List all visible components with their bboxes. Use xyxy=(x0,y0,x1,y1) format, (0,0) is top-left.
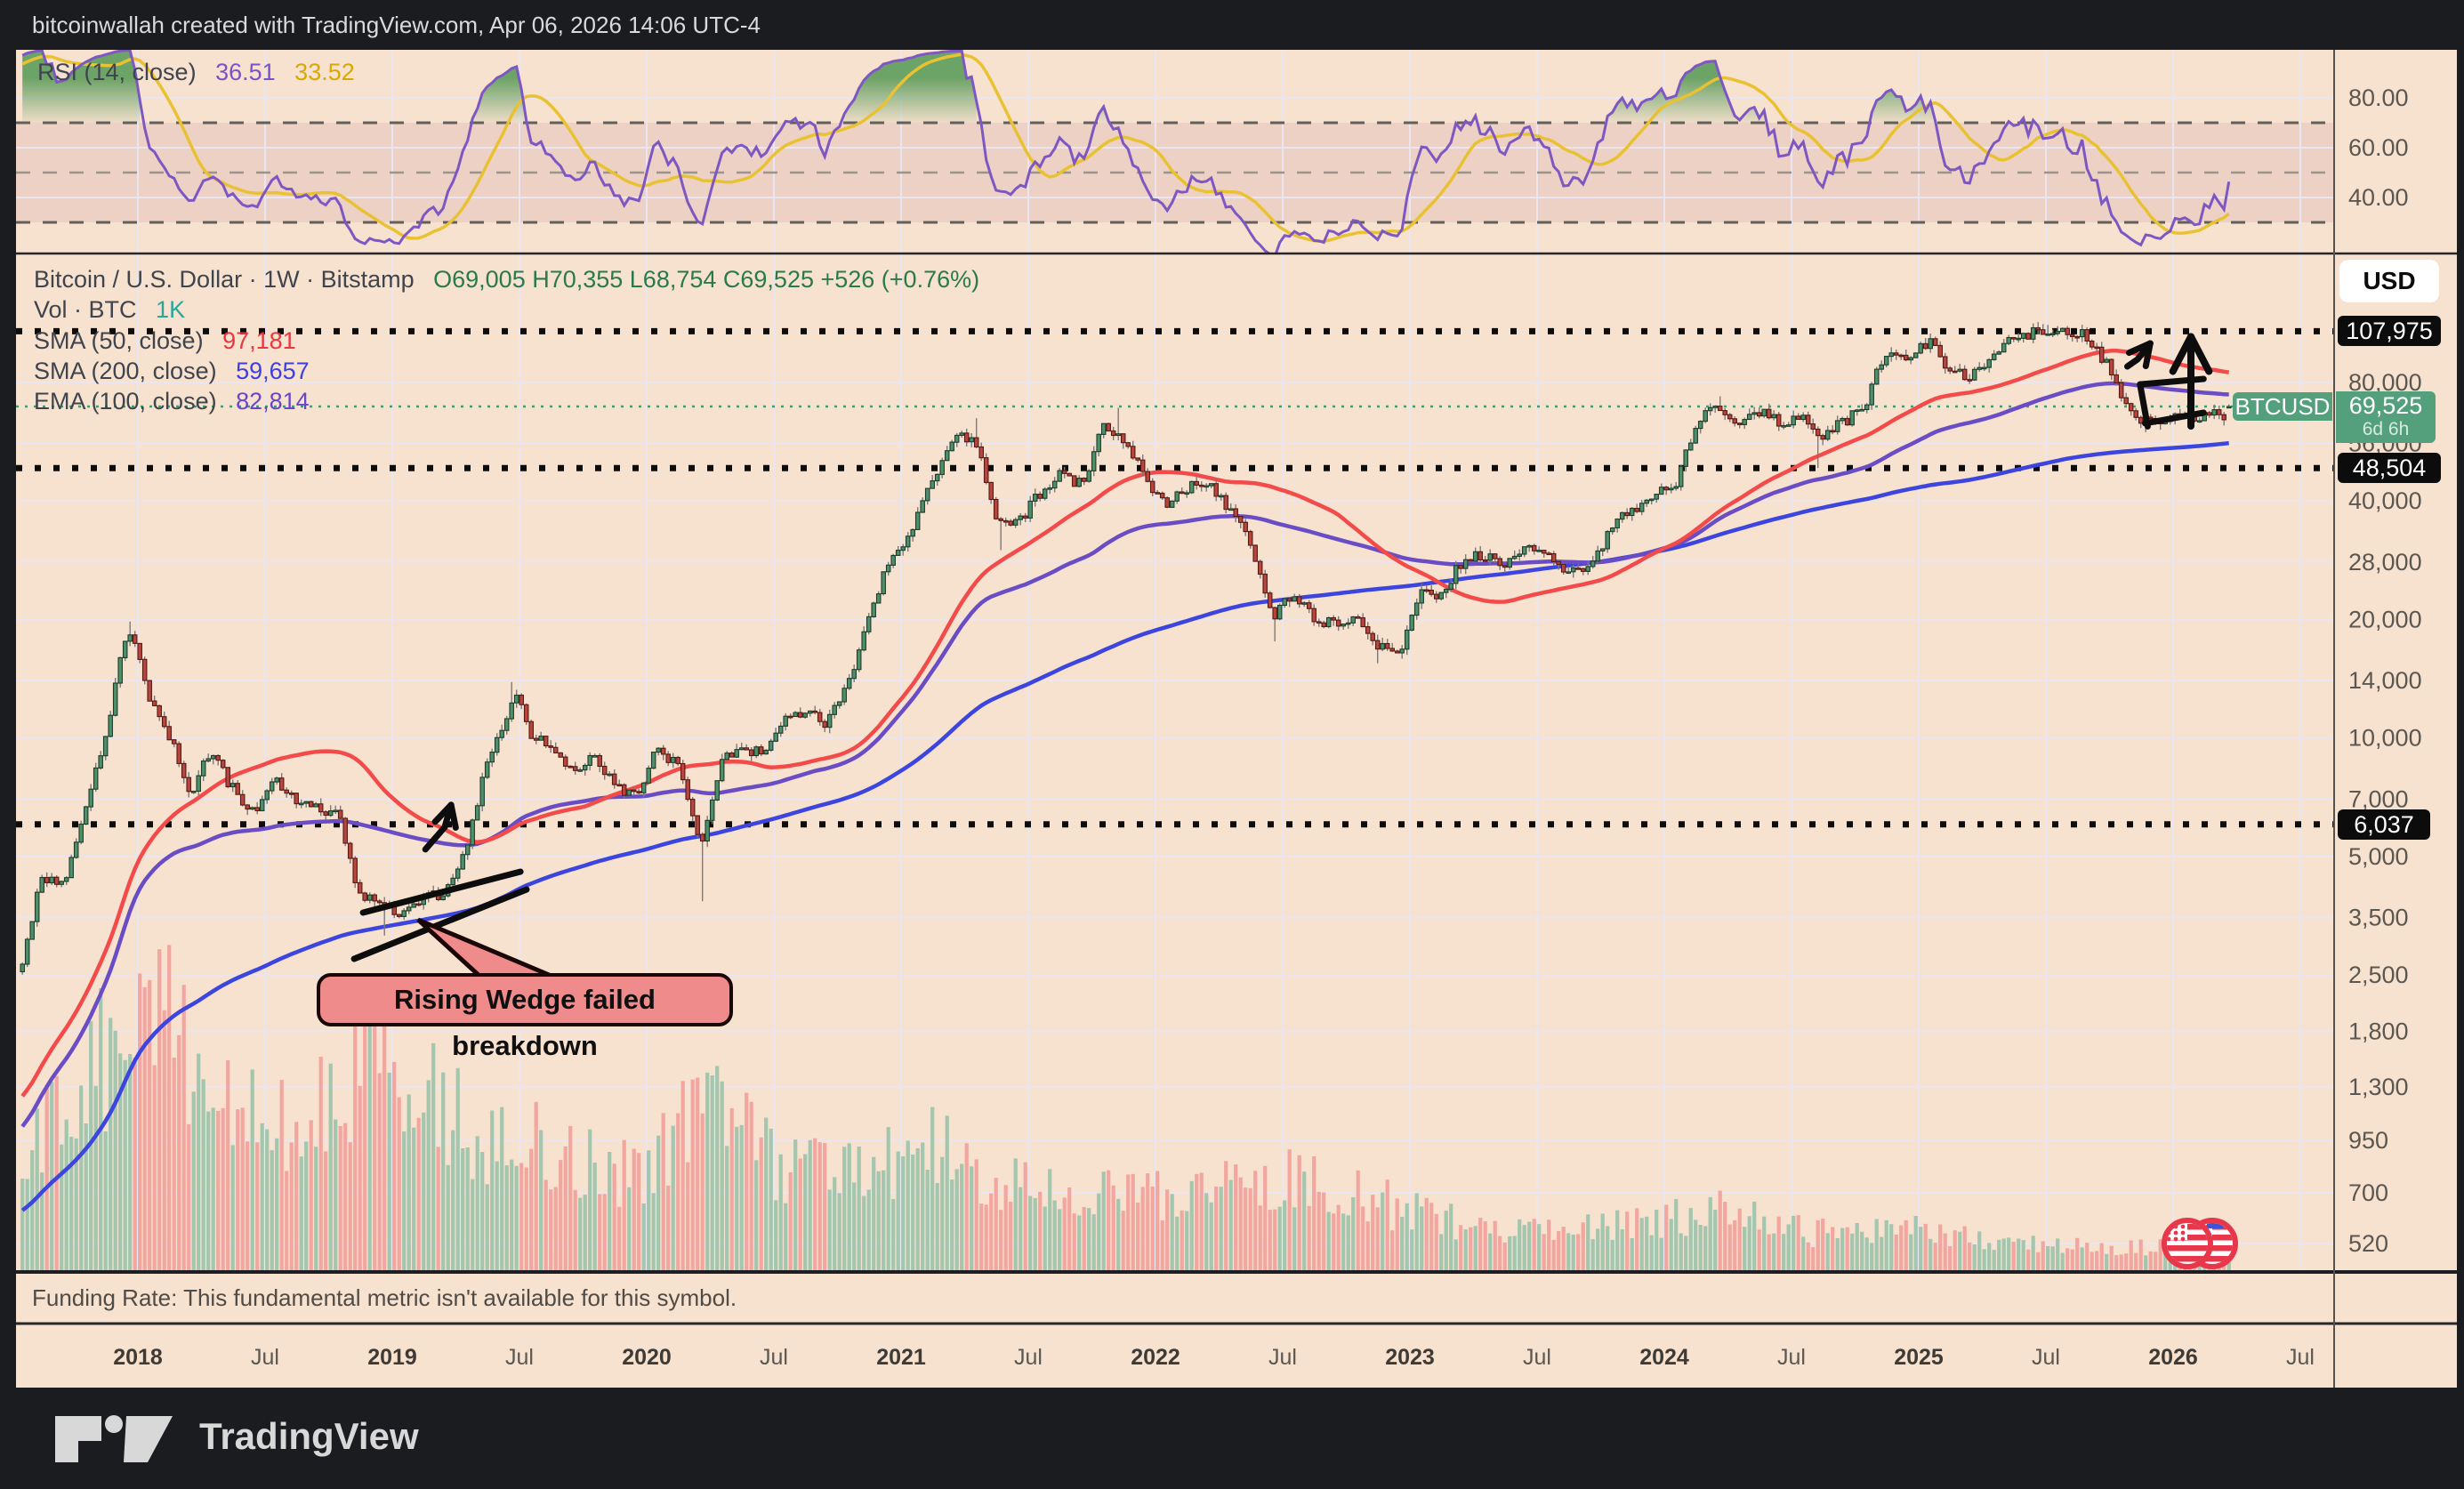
time-tick-label[interactable]: 2026 xyxy=(2148,1345,2198,1370)
time-tick-label[interactable]: Jul xyxy=(1777,1345,1806,1370)
price-tick-label[interactable]: 700 xyxy=(2348,1179,2388,1206)
chart-canvas[interactable]: 80,00056,00040,00028,00020,00014,00010,0… xyxy=(0,0,2464,1388)
symbol-price-label: BTCUSD xyxy=(2233,392,2332,421)
rsi-label: RSI (14, close) xyxy=(37,59,197,85)
time-tick-label[interactable]: Jul xyxy=(1014,1345,1043,1370)
time-tick-label[interactable]: Jul xyxy=(505,1345,534,1370)
sma50-label: SMA (50, close) xyxy=(34,326,204,354)
time-tick-label[interactable]: 2024 xyxy=(1639,1345,1689,1370)
time-tick-label[interactable]: 2021 xyxy=(876,1345,926,1370)
candlestick-series xyxy=(20,322,2232,975)
footer-bar: TradingView xyxy=(0,1388,2464,1489)
price-tick-label[interactable]: 28,000 xyxy=(2348,549,2422,575)
rsi-legend[interactable]: RSI (14, close) 36.51 33.52 xyxy=(37,59,355,86)
attribution-text: bitcoinwallah created with TradingView.c… xyxy=(32,12,761,38)
symbol-row[interactable]: Bitcoin / U.S. Dollar · 1W · Bitstamp O6… xyxy=(34,264,979,294)
time-tick-label[interactable]: Jul xyxy=(2286,1345,2315,1370)
rsi-ma-value: 33.52 xyxy=(294,59,355,85)
sma50-value: 97,181 xyxy=(222,326,296,354)
chart-drawings[interactable] xyxy=(350,333,2213,962)
time-tick-label[interactable]: 2022 xyxy=(1131,1345,1180,1370)
tradingview-brand-text[interactable]: TradingView xyxy=(199,1415,419,1457)
ema100-row[interactable]: EMA (100, close) 82,814 xyxy=(34,386,979,416)
time-tick-label[interactable]: 2018 xyxy=(113,1345,163,1370)
time-tick-label[interactable]: Jul xyxy=(760,1345,788,1370)
moving-average-lines xyxy=(20,349,2230,1212)
sma200-value: 59,657 xyxy=(236,357,310,384)
volume-label: Vol · BTC xyxy=(34,296,137,324)
time-tick-label[interactable]: 2019 xyxy=(367,1345,417,1370)
attribution-bar: bitcoinwallah created with TradingView.c… xyxy=(0,0,2464,50)
price-tick-label[interactable]: 5,000 xyxy=(2348,843,2409,870)
rsi-tick-label[interactable]: 80.00 xyxy=(2348,85,2409,111)
ohlc-values: O69,005 H70,355 L68,754 C69,525 +526 (+0… xyxy=(433,266,980,293)
rsi-value: 36.51 xyxy=(215,59,276,85)
price-tick-label[interactable]: 950 xyxy=(2348,1127,2388,1154)
main-legend[interactable]: Bitcoin / U.S. Dollar · 1W · Bitstamp O6… xyxy=(34,264,979,416)
funding-rate-message: Funding Rate: This fundamental metric is… xyxy=(32,1284,737,1311)
sma50-row[interactable]: SMA (50, close) 97,181 xyxy=(34,326,979,356)
time-tick-label[interactable]: Jul xyxy=(251,1345,279,1370)
rising-wedge-callout[interactable]: Rising Wedge failed breakdown xyxy=(317,973,733,1061)
volume-value: 1K xyxy=(156,296,186,324)
rsi-plot xyxy=(21,50,2231,253)
time-tick-label[interactable]: Jul xyxy=(1523,1345,1551,1370)
price-tick-label[interactable]: 20,000 xyxy=(2348,607,2422,633)
sma200-label: SMA (200, close) xyxy=(34,357,217,384)
currency-toggle-button[interactable]: USD xyxy=(2339,260,2439,302)
price-tick-label[interactable]: 1,800 xyxy=(2348,1018,2409,1044)
level-badge-107975: 107,975 xyxy=(2338,316,2441,346)
time-tick-label[interactable]: Jul xyxy=(1268,1345,1297,1370)
time-tick-label[interactable]: Jul xyxy=(2032,1345,2060,1370)
price-tick-label[interactable]: 10,000 xyxy=(2348,725,2422,752)
price-tick-label[interactable]: 40,000 xyxy=(2348,487,2422,514)
price-tick-label[interactable]: 14,000 xyxy=(2348,667,2422,694)
us-flag-icon[interactable] xyxy=(2162,1218,2213,1269)
rsi-tick-label[interactable]: 60.00 xyxy=(2348,134,2409,161)
time-tick-label[interactable]: 2023 xyxy=(1385,1345,1435,1370)
last-price-value: 69,525 xyxy=(2348,392,2423,419)
volume-row[interactable]: Vol · BTC 1K xyxy=(34,294,979,325)
tradingview-logo-icon[interactable] xyxy=(55,1413,189,1464)
rsi-tick-label[interactable]: 40.00 xyxy=(2348,184,2409,211)
symbol-title: Bitcoin / U.S. Dollar · 1W · Bitstamp xyxy=(34,266,415,293)
level-badge-6037: 6,037 xyxy=(2338,809,2430,840)
price-tick-label[interactable]: 7,000 xyxy=(2348,785,2409,812)
bar-countdown: 6d 6h xyxy=(2362,419,2410,439)
price-tick-label[interactable]: 520 xyxy=(2348,1230,2388,1257)
price-tick-label[interactable]: 2,500 xyxy=(2348,962,2409,988)
ema100-label: EMA (100, close) xyxy=(34,388,217,415)
sma200-row[interactable]: SMA (200, close) 59,657 xyxy=(34,356,979,386)
time-tick-label[interactable]: 2025 xyxy=(1894,1345,1944,1370)
volume-bars xyxy=(20,945,2231,1272)
time-tick-label[interactable]: 2020 xyxy=(622,1345,672,1370)
price-tick-label[interactable]: 1,300 xyxy=(2348,1074,2409,1100)
ema100-value: 82,814 xyxy=(236,388,310,415)
last-price-badge: 69,525 6d 6h xyxy=(2336,391,2436,443)
price-tick-label[interactable]: 3,500 xyxy=(2348,905,2409,931)
level-badge-48504: 48,504 xyxy=(2338,453,2441,483)
